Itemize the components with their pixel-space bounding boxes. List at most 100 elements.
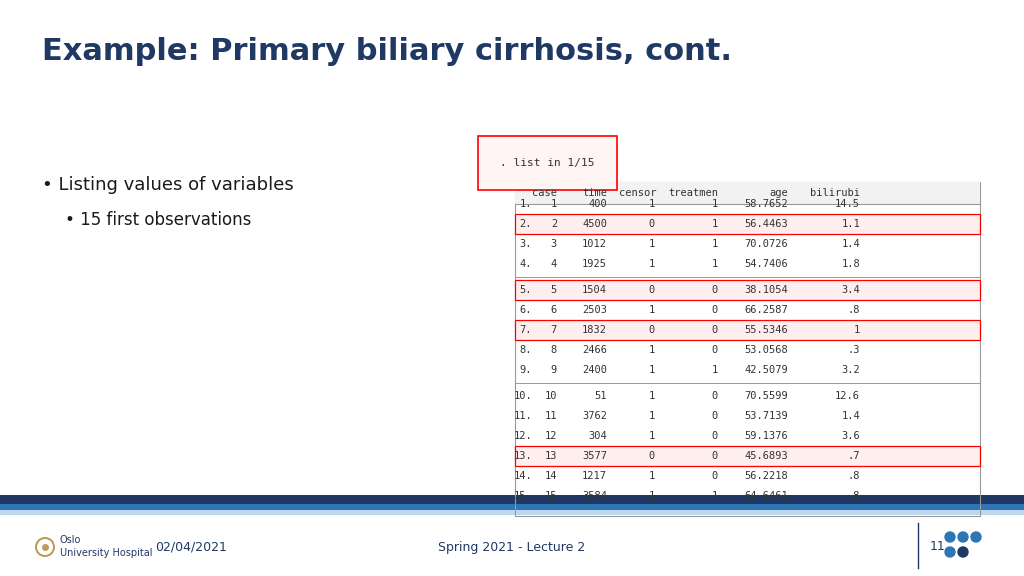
Text: 1: 1 (649, 345, 655, 355)
Text: 5.: 5. (519, 285, 532, 295)
Text: 12: 12 (545, 431, 557, 441)
Text: 0: 0 (712, 305, 718, 315)
Text: 0: 0 (712, 325, 718, 335)
Text: 11.: 11. (513, 411, 532, 421)
Text: 3.2: 3.2 (842, 365, 860, 375)
Bar (515, 214, 980, 234)
Text: 12.: 12. (513, 431, 532, 441)
Text: 5: 5 (551, 285, 557, 295)
Bar (515, 446, 980, 466)
Text: 58.7652: 58.7652 (744, 199, 788, 209)
Text: 1: 1 (712, 491, 718, 501)
Text: 0: 0 (649, 451, 655, 461)
Text: • Listing values of variables: • Listing values of variables (42, 176, 294, 194)
Text: .8: .8 (848, 471, 860, 481)
Bar (515, 182, 980, 516)
Text: 3: 3 (551, 239, 557, 249)
Text: 14: 14 (545, 471, 557, 481)
Text: 6: 6 (551, 305, 557, 315)
Text: 1: 1 (649, 391, 655, 401)
Text: 8: 8 (551, 345, 557, 355)
Text: bilirubi: bilirubi (810, 188, 860, 198)
Text: 1504: 1504 (582, 285, 607, 295)
Text: .7: .7 (848, 451, 860, 461)
Text: 13: 13 (545, 451, 557, 461)
Text: Example: Primary biliary cirrhosis, cont.: Example: Primary biliary cirrhosis, cont… (42, 37, 732, 66)
Circle shape (958, 532, 968, 542)
Text: 1832: 1832 (582, 325, 607, 335)
Text: 3.6: 3.6 (842, 431, 860, 441)
Text: 3.4: 3.4 (842, 285, 860, 295)
Circle shape (971, 532, 981, 542)
Text: Oslo: Oslo (60, 535, 81, 545)
Text: 12.6: 12.6 (835, 391, 860, 401)
Text: 3584: 3584 (582, 491, 607, 501)
Text: censor: censor (620, 188, 657, 198)
Text: 1012: 1012 (582, 239, 607, 249)
Text: 0: 0 (712, 391, 718, 401)
Text: 64.6461: 64.6461 (744, 491, 788, 501)
Text: 53.0568: 53.0568 (744, 345, 788, 355)
Text: 1: 1 (649, 431, 655, 441)
Text: 1925: 1925 (582, 259, 607, 269)
Text: 10: 10 (545, 391, 557, 401)
Text: 1: 1 (712, 239, 718, 249)
Text: 1.: 1. (519, 199, 532, 209)
Text: time: time (582, 188, 607, 198)
Bar (515, 182, 980, 204)
Text: 1: 1 (712, 365, 718, 375)
Text: 55.5346: 55.5346 (744, 325, 788, 335)
Text: 14.: 14. (513, 471, 532, 481)
Text: 0: 0 (712, 345, 718, 355)
Text: • 15 first observations: • 15 first observations (65, 211, 251, 229)
Bar (0, 495, 1024, 504)
Text: 3577: 3577 (582, 451, 607, 461)
Text: 0: 0 (649, 219, 655, 229)
Text: 1: 1 (649, 239, 655, 249)
Text: 6.: 6. (519, 305, 532, 315)
Bar (0, 504, 1024, 510)
Text: 66.2587: 66.2587 (744, 305, 788, 315)
Circle shape (945, 532, 955, 542)
Text: .8: .8 (848, 305, 860, 315)
Text: 13.: 13. (513, 451, 532, 461)
Text: 400: 400 (588, 199, 607, 209)
Text: 1: 1 (712, 259, 718, 269)
Text: 9: 9 (551, 365, 557, 375)
Bar (515, 320, 980, 340)
Text: 0: 0 (649, 325, 655, 335)
Circle shape (958, 547, 968, 557)
Text: 3762: 3762 (582, 411, 607, 421)
Text: 3.: 3. (519, 239, 532, 249)
Text: .3: .3 (848, 345, 860, 355)
Text: 1: 1 (649, 411, 655, 421)
Text: 02/04/2021: 02/04/2021 (155, 540, 227, 554)
Text: 15.: 15. (513, 491, 532, 501)
Circle shape (945, 547, 955, 557)
Text: 7: 7 (551, 325, 557, 335)
Text: 1: 1 (712, 199, 718, 209)
Text: 4500: 4500 (582, 219, 607, 229)
Bar (0, 518, 1024, 576)
Text: 9.: 9. (519, 365, 532, 375)
Text: .8: .8 (848, 491, 860, 501)
Text: 70.0726: 70.0726 (744, 239, 788, 249)
Text: 2: 2 (551, 219, 557, 229)
Text: 1: 1 (649, 491, 655, 501)
Text: 14.5: 14.5 (835, 199, 860, 209)
Text: case: case (532, 188, 557, 198)
Text: 1: 1 (854, 325, 860, 335)
Text: 38.1054: 38.1054 (744, 285, 788, 295)
Text: 2466: 2466 (582, 345, 607, 355)
Text: age: age (769, 188, 788, 198)
Text: 0: 0 (712, 451, 718, 461)
Bar (0, 510, 1024, 515)
Text: 70.5599: 70.5599 (744, 391, 788, 401)
Text: 4: 4 (551, 259, 557, 269)
Text: 1217: 1217 (582, 471, 607, 481)
Text: 1.8: 1.8 (842, 259, 860, 269)
Text: 2400: 2400 (582, 365, 607, 375)
Text: 304: 304 (588, 431, 607, 441)
Text: 1: 1 (649, 365, 655, 375)
Text: 11: 11 (930, 540, 946, 554)
